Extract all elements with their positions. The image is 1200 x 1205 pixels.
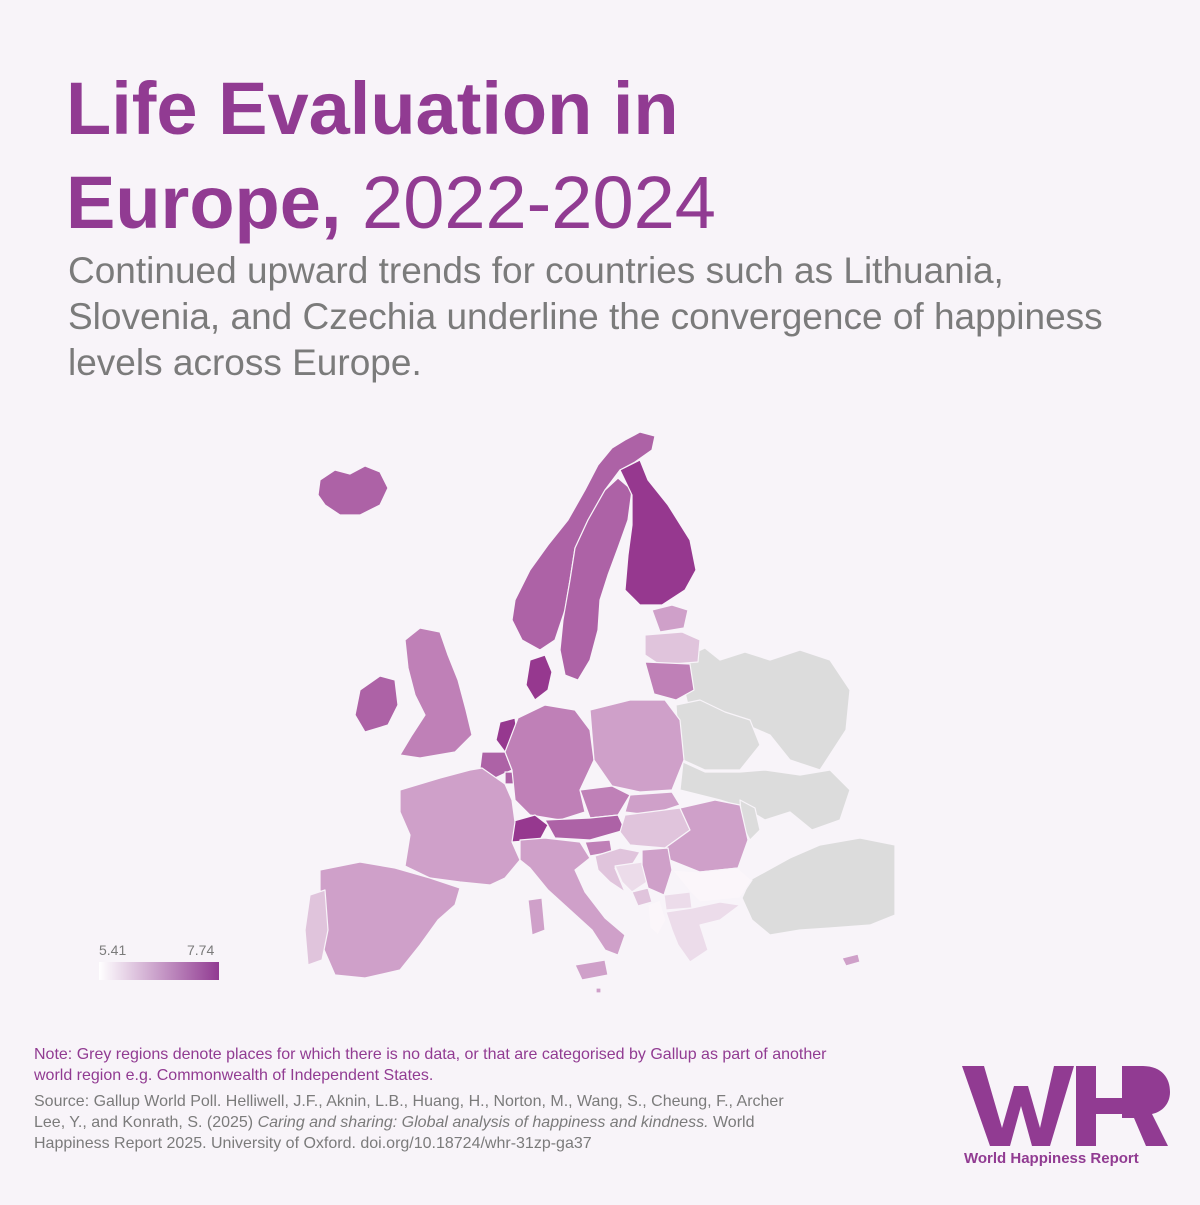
country-poland: [589, 699, 685, 793]
country-bulgaria: [671, 867, 753, 903]
whr-logo: [962, 1066, 1170, 1146]
country-turkey: [741, 837, 896, 936]
country-iceland: [317, 465, 389, 516]
title-region: Europe,: [66, 161, 342, 244]
country-sardinia: [527, 897, 546, 936]
source-citation: Source: Gallup World Poll. Helliwell, J.…: [34, 1091, 794, 1154]
legend-max-label: 7.74: [187, 942, 215, 958]
country-ireland: [354, 675, 399, 733]
page-title: Life Evaluation in Europe, 2022-2024: [66, 62, 1166, 250]
country-cyprus: [841, 953, 861, 967]
subtitle: Continued upward trends for countries su…: [68, 250, 1103, 383]
country-sicily: [574, 959, 609, 981]
logo-letter-h-bar: [1076, 1098, 1122, 1114]
country-croatia: [594, 847, 641, 893]
country-sweden: [559, 477, 633, 681]
country-denmark: [525, 654, 553, 701]
country-latvia: [644, 631, 701, 666]
country-albania: [647, 899, 667, 936]
country-north-macedonia: [663, 891, 693, 911]
legend-gradient-bar: [99, 962, 219, 980]
source-text-start: Source: Gallup World Poll. Helliwell, J.…: [34, 1093, 784, 1131]
country-france: [399, 767, 521, 886]
country-estonia: [651, 604, 689, 633]
country-malta: [595, 987, 602, 994]
country-finland: [619, 459, 697, 606]
title-line1: Life Evaluation in: [66, 67, 679, 150]
country-portugal: [304, 889, 329, 966]
country-greece: [665, 901, 741, 963]
country-italy: [519, 837, 626, 956]
country-germany: [504, 704, 595, 821]
country-lithuania: [644, 661, 695, 701]
source-text-end: World Happiness Report 2025. University …: [34, 1114, 755, 1152]
source-title-italic: Caring and sharing: Global analysis of h…: [257, 1114, 709, 1131]
country-united-kingdom: [399, 627, 473, 759]
title-years: 2022-2024: [362, 161, 716, 244]
country-montenegro: [631, 887, 653, 907]
logo-letter-w: [962, 1066, 1074, 1146]
country-czechia: [579, 785, 631, 819]
note-text: Note: Grey regions denote places for whi…: [34, 1046, 827, 1084]
logo-letter-r: [1122, 1066, 1170, 1146]
legend-min-label: 5.41: [99, 942, 127, 958]
logo-caption: World Happiness Report: [964, 1150, 1139, 1167]
country-bosnia: [614, 861, 651, 893]
country-ukraine: [679, 761, 851, 831]
